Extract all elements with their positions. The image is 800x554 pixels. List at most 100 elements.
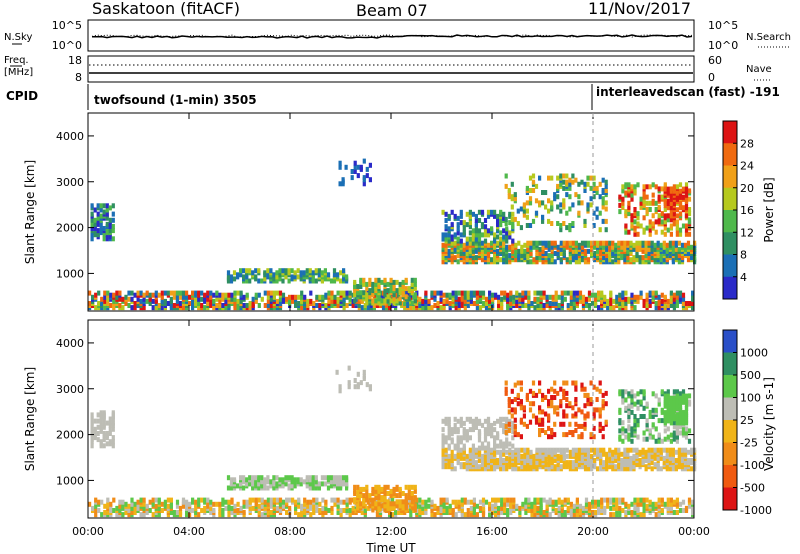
velocity-cell bbox=[574, 451, 578, 457]
beam-title: Beam 07 bbox=[356, 1, 428, 20]
velocity-cell bbox=[227, 503, 231, 509]
power-cell bbox=[224, 305, 228, 311]
velocity-cell bbox=[620, 451, 624, 457]
power-cell bbox=[657, 194, 661, 200]
velocity-cell bbox=[593, 458, 597, 463]
velocity-cell bbox=[663, 428, 667, 434]
power-cell bbox=[447, 213, 451, 219]
velocity-cell bbox=[109, 508, 113, 513]
velocity-cell bbox=[656, 455, 660, 461]
velocity-cell bbox=[251, 475, 255, 481]
velocity-cell bbox=[553, 421, 557, 427]
power-cell bbox=[133, 305, 137, 311]
velocity-cell bbox=[102, 410, 106, 416]
power-cell bbox=[609, 290, 613, 296]
power-cell bbox=[586, 240, 591, 246]
power-cell bbox=[194, 290, 198, 296]
power-cell bbox=[642, 202, 646, 208]
power-cell bbox=[524, 303, 528, 308]
power-cell bbox=[575, 296, 579, 302]
velocity-cell bbox=[548, 497, 552, 503]
power-cell bbox=[139, 298, 143, 304]
velocity-cell bbox=[444, 447, 448, 453]
velocity-cell bbox=[392, 486, 396, 492]
power-cell bbox=[166, 290, 170, 296]
velocity-cell bbox=[665, 458, 669, 463]
power-cell bbox=[568, 177, 572, 183]
velocity-cell bbox=[353, 384, 357, 390]
power-cell bbox=[547, 246, 551, 252]
power-cell bbox=[191, 290, 195, 296]
velocity-cell bbox=[383, 484, 387, 490]
power-cell bbox=[559, 240, 563, 246]
velocity-cell bbox=[550, 386, 554, 392]
velocity-cell bbox=[474, 460, 478, 466]
date-title: 11/Nov/2017 bbox=[588, 0, 691, 18]
velocity-cell bbox=[654, 426, 658, 432]
power-cell bbox=[318, 294, 322, 300]
power-cell bbox=[642, 227, 646, 233]
power-cell bbox=[500, 290, 504, 296]
power-cell bbox=[475, 305, 479, 311]
velocity-cell bbox=[606, 497, 610, 503]
power-cell bbox=[556, 221, 560, 226]
velocity-cell bbox=[315, 503, 319, 509]
noise-left-tick-bottom: 10^0 bbox=[52, 39, 82, 52]
velocity-cell bbox=[669, 497, 673, 503]
velocity-cell bbox=[583, 403, 587, 409]
velocity-cell bbox=[680, 458, 685, 463]
velocity-cell bbox=[624, 510, 628, 515]
velocity-cell bbox=[693, 447, 697, 453]
velocity-cell bbox=[611, 455, 615, 461]
velocity-cell bbox=[389, 501, 393, 507]
velocity-cell bbox=[569, 512, 573, 518]
velocity-cell bbox=[130, 510, 134, 515]
velocity-cell bbox=[266, 479, 270, 485]
velocity-cell bbox=[621, 389, 625, 395]
power-cell bbox=[453, 213, 457, 219]
power-cell bbox=[478, 296, 483, 302]
velocity-cell bbox=[538, 409, 542, 415]
velocity-cell bbox=[90, 426, 94, 432]
power-cell bbox=[506, 303, 510, 308]
power-cell bbox=[600, 298, 604, 304]
velocity-cell bbox=[323, 475, 327, 481]
velocity-cell bbox=[251, 505, 255, 511]
power-cell bbox=[518, 292, 522, 298]
velocity-cell bbox=[627, 432, 631, 438]
velocity-cell bbox=[571, 460, 575, 466]
velocity-cell bbox=[127, 503, 131, 509]
power-cell bbox=[368, 162, 372, 168]
power-cell bbox=[475, 294, 479, 300]
velocity-cell bbox=[636, 418, 640, 424]
velocity-cell bbox=[612, 505, 616, 511]
velocity-cell bbox=[648, 428, 652, 434]
velocity-cell bbox=[572, 508, 576, 513]
velocity-cell bbox=[453, 427, 457, 433]
velocity-cell bbox=[338, 388, 342, 394]
velocity-panel-frame bbox=[87, 319, 695, 519]
velocity-cell bbox=[642, 414, 646, 419]
velocity-cell bbox=[93, 426, 97, 432]
power-cell bbox=[535, 240, 539, 246]
power-cell bbox=[508, 234, 512, 240]
velocity-cell bbox=[641, 447, 645, 453]
power-cell bbox=[574, 259, 578, 265]
velocity-cell bbox=[659, 466, 663, 472]
velocity-cell bbox=[633, 414, 637, 419]
velocity-cell bbox=[106, 510, 110, 515]
velocity-cell bbox=[630, 501, 634, 507]
power-cell bbox=[525, 185, 529, 191]
power-cell bbox=[296, 268, 300, 274]
power-cell bbox=[248, 305, 252, 311]
power-cell bbox=[453, 232, 457, 238]
velocity-cell bbox=[507, 428, 511, 433]
power-cell bbox=[154, 290, 158, 296]
velocity-cell bbox=[133, 501, 137, 507]
power-cell bbox=[480, 232, 485, 238]
colorbar-tick-label: -1000 bbox=[740, 504, 772, 517]
power-cell bbox=[96, 211, 100, 217]
power-cell bbox=[660, 186, 664, 192]
velocity-cell bbox=[465, 429, 469, 435]
power-cell bbox=[604, 179, 608, 185]
